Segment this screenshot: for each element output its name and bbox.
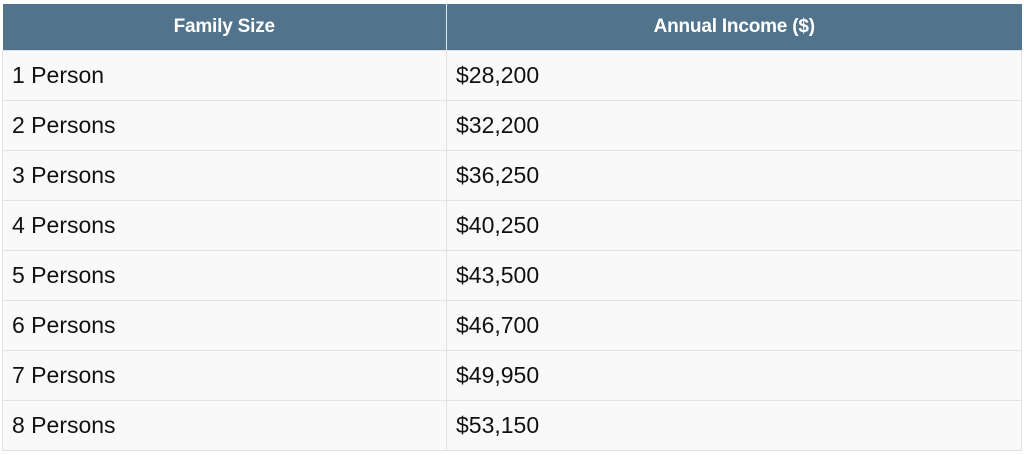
table-row: 5 Persons $43,500	[2, 250, 1022, 301]
table-row: 6 Persons $46,700	[2, 300, 1022, 351]
family-size-cell: 1 Person	[2, 50, 447, 101]
annual-income-cell: $28,200	[446, 50, 1022, 101]
table-row: 1 Person $28,200	[2, 50, 1022, 101]
family-size-cell: 7 Persons	[2, 350, 447, 401]
family-size-cell: 3 Persons	[2, 150, 447, 201]
annual-income-cell: $46,700	[446, 300, 1022, 351]
family-size-cell: 6 Persons	[2, 300, 447, 351]
annual-income-cell: $36,250	[446, 150, 1022, 201]
income-table-container: Family Size Annual Income ($) 1 Person $…	[2, 4, 1022, 451]
table-row: 7 Persons $49,950	[2, 350, 1022, 401]
annual-income-cell: $32,200	[446, 100, 1022, 151]
income-table: Family Size Annual Income ($) 1 Person $…	[2, 4, 1022, 451]
header-family-size: Family Size	[2, 4, 447, 51]
table-row: 2 Persons $32,200	[2, 100, 1022, 151]
annual-income-cell: $53,150	[446, 400, 1022, 451]
family-size-cell: 2 Persons	[2, 100, 447, 151]
annual-income-cell: $49,950	[446, 350, 1022, 401]
family-size-cell: 5 Persons	[2, 250, 447, 301]
family-size-cell: 4 Persons	[2, 200, 447, 251]
annual-income-cell: $40,250	[446, 200, 1022, 251]
table-row: 8 Persons $53,150	[2, 400, 1022, 451]
table-header: Family Size Annual Income ($)	[2, 4, 1022, 51]
table-body: 1 Person $28,200 2 Persons $32,200 3 Per…	[2, 50, 1022, 451]
family-size-cell: 8 Persons	[2, 400, 447, 451]
table-row: 3 Persons $36,250	[2, 150, 1022, 201]
header-annual-income: Annual Income ($)	[446, 4, 1022, 51]
header-row: Family Size Annual Income ($)	[2, 4, 1022, 51]
annual-income-cell: $43,500	[446, 250, 1022, 301]
table-row: 4 Persons $40,250	[2, 200, 1022, 251]
